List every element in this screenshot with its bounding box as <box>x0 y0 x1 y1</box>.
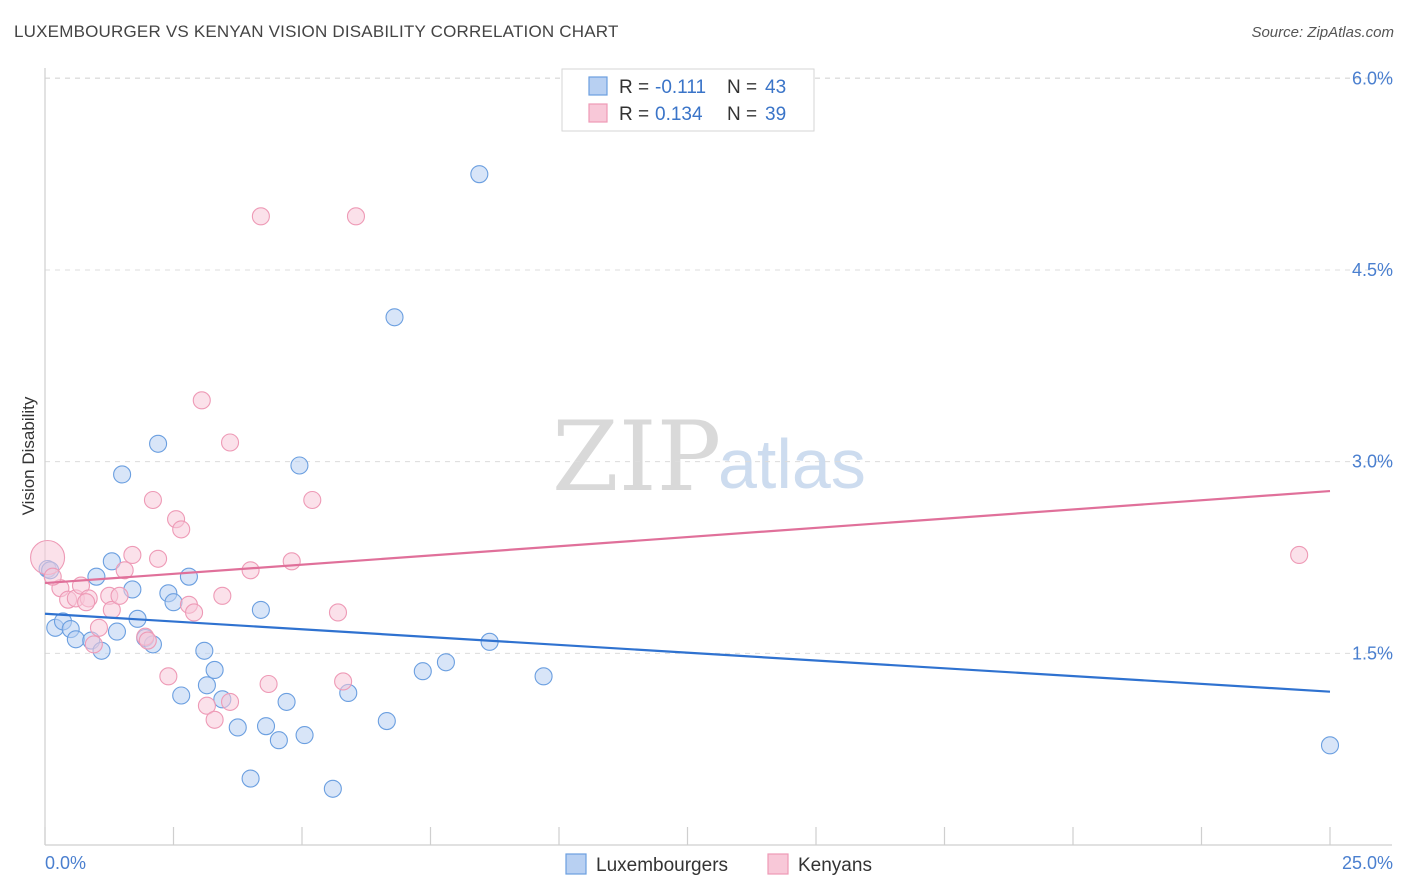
kenyans-trend-line <box>44 489 1331 585</box>
luxembourgers-point <box>277 692 296 711</box>
legend-r-label-1: R = <box>619 77 649 98</box>
bottom-legend-swatch-luxembourgers <box>565 853 587 875</box>
kenyans-point <box>197 696 216 715</box>
luxembourgers-point <box>102 552 121 571</box>
luxembourgers-point <box>113 465 132 484</box>
watermark-zip: ZIP <box>552 401 721 513</box>
kenyans-point <box>241 561 260 580</box>
y-tick-label: 6.0% <box>1352 68 1393 88</box>
luxembourgers-point <box>228 718 247 737</box>
legend-n-label-1: N = <box>727 77 757 98</box>
legend-n-value-1: 43 <box>765 77 786 98</box>
kenyans-point <box>43 567 62 586</box>
legend-r-label-2: R = <box>619 104 649 125</box>
y-tick-labels: 1.5% 3.0% 4.5% 6.0% <box>1352 68 1393 663</box>
luxembourgers-point <box>377 712 396 731</box>
trend-lines <box>44 489 1331 693</box>
luxembourgers-point <box>87 567 106 586</box>
luxembourgers-point <box>295 726 314 745</box>
kenyans-point <box>149 549 168 568</box>
kenyans-point <box>110 586 129 605</box>
kenyans-point <box>220 692 240 711</box>
luxembourgers-point <box>413 662 432 681</box>
luxembourgers-point <box>323 779 342 798</box>
legend-n-label-2: N = <box>727 104 757 125</box>
x-tick-label-min: 0.0% <box>45 853 86 873</box>
luxembourgers-point <box>107 622 127 641</box>
luxembourgers-point <box>149 434 168 453</box>
bottom-legend-label-luxembourgers: Luxembourgers <box>596 855 728 876</box>
kenyans-point <box>251 207 270 226</box>
kenyans-point <box>159 667 178 686</box>
luxembourgers-point <box>172 686 191 705</box>
x-tick-label-max: 25.0% <box>1342 853 1393 873</box>
kenyans-point <box>143 490 162 510</box>
luxembourgers-point <box>534 667 553 686</box>
legend-n-value-2: 39 <box>765 104 786 125</box>
chart-source: Source: ZipAtlas.com <box>1251 24 1394 41</box>
kenyans-point <box>303 490 322 510</box>
kenyans-point <box>84 635 103 654</box>
luxembourgers-point <box>251 600 270 619</box>
luxembourgers-point <box>197 676 216 695</box>
kenyans-point <box>115 561 134 580</box>
kenyans-point <box>220 433 240 452</box>
legend-r-value-1: -0.111 <box>655 77 706 98</box>
y-tick-label: 4.5% <box>1352 260 1393 280</box>
kenyans-point <box>328 603 348 622</box>
luxembourgers-point <box>256 717 276 736</box>
kenyans-point <box>185 603 204 622</box>
y-tick-label: 3.0% <box>1352 452 1393 472</box>
kenyans-point <box>138 631 157 650</box>
kenyans-point <box>282 552 301 571</box>
luxembourgers-point <box>290 456 309 475</box>
bottom-legend-label-kenyans: Kenyans <box>798 855 872 876</box>
luxembourgers-point <box>385 308 404 327</box>
kenyans-point <box>123 545 142 564</box>
luxembourgers-point <box>195 641 214 660</box>
luxembourgers-point <box>164 593 183 612</box>
luxembourgers-point <box>470 165 489 184</box>
kenyans-point <box>77 593 96 612</box>
luxembourgers-point <box>179 567 198 586</box>
kenyans-point <box>259 674 278 694</box>
luxembourgers-trend-line <box>44 612 1331 693</box>
legend-r-value-2: 0.134 <box>655 104 703 125</box>
luxembourgers-point <box>66 630 85 649</box>
watermark-atlas: atlas <box>718 425 866 503</box>
kenyans-point <box>346 207 366 226</box>
kenyans-point <box>172 520 191 539</box>
kenyans-point <box>213 586 232 605</box>
kenyans-point <box>89 618 109 637</box>
luxembourgers-point <box>436 653 455 672</box>
bottom-legend-swatch-kenyans <box>767 853 789 875</box>
kenyans-point <box>1290 545 1309 564</box>
y-tick-label: 1.5% <box>1352 643 1393 663</box>
kenyans-point <box>205 710 224 729</box>
luxembourgers-point <box>1320 736 1340 755</box>
kenyans-point <box>334 672 353 691</box>
series-kenyans-points <box>30 207 1309 729</box>
legend-swatch-kenyans <box>588 103 608 123</box>
luxembourgers-point <box>205 660 224 679</box>
luxembourgers-point <box>269 731 288 750</box>
kenyans-point <box>192 391 211 410</box>
legend-swatch-luxembourgers <box>588 76 608 96</box>
luxembourgers-point <box>241 769 260 788</box>
chart-title: LUXEMBOURGER VS KENYAN VISION DISABILITY… <box>14 22 619 41</box>
x-axis-ticks <box>44 827 1331 845</box>
series-legend: Luxembourgers Kenyans <box>565 853 872 876</box>
correlation-legend: R = -0.111 N = 43 R = 0.134 N = 39 <box>561 68 815 132</box>
y-axis-label: Vision Disability <box>19 396 38 515</box>
